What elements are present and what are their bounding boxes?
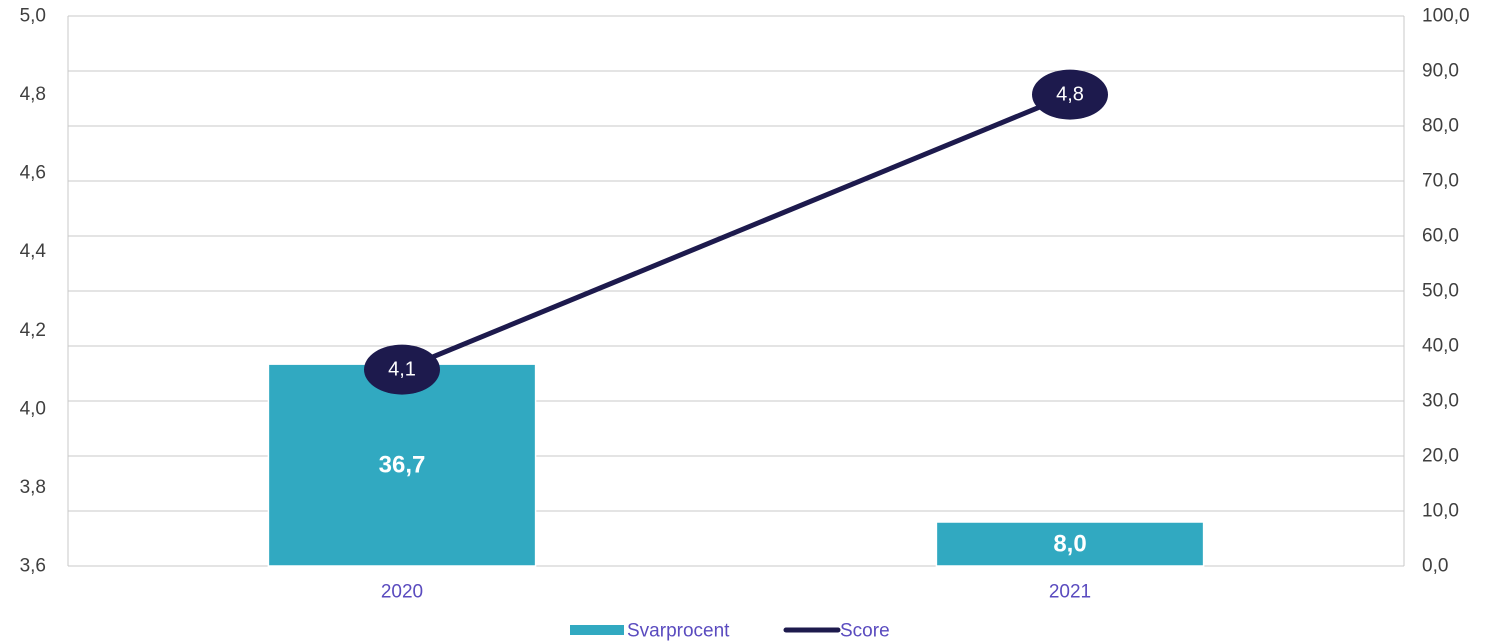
right-tick-label: 90,0 bbox=[1422, 61, 1459, 82]
right-tick-label: 50,0 bbox=[1422, 281, 1459, 302]
legend-label-svarprocent: Svarprocent bbox=[627, 621, 730, 641]
score-line bbox=[401, 92, 1071, 372]
category-label: 2020 bbox=[381, 582, 423, 603]
right-tick-label: 60,0 bbox=[1422, 226, 1459, 247]
left-tick-label: 5,0 bbox=[20, 6, 46, 27]
legend-swatch-svarprocent bbox=[570, 625, 624, 635]
right-tick-label: 0,0 bbox=[1422, 556, 1448, 577]
left-tick-label: 4,4 bbox=[20, 241, 47, 262]
right-tick-label: 30,0 bbox=[1422, 391, 1459, 412]
right-tick-label: 80,0 bbox=[1422, 116, 1459, 137]
legend-label-score: Score bbox=[840, 621, 890, 641]
bar-data-label: 8,0 bbox=[1053, 531, 1086, 558]
right-tick-label: 70,0 bbox=[1422, 171, 1459, 192]
line-series-score: 4,1 4,8 bbox=[364, 69, 1108, 395]
point-marker bbox=[1032, 69, 1108, 120]
left-tick-label: 4,8 bbox=[20, 84, 46, 105]
bar-data-label: 36,7 bbox=[379, 452, 426, 479]
right-tick-label: 100,0 bbox=[1422, 6, 1470, 27]
bar-series-svarprocent: 36,7 8,0 bbox=[267, 363, 1205, 567]
left-tick-label: 3,8 bbox=[20, 477, 46, 498]
right-axis-tick-labels: 0,0 10,0 20,0 30,0 40,0 50,0 60,0 70,0 80,0 90,0 1… bbox=[1422, 6, 1470, 577]
point-data-label: 4,1 bbox=[388, 359, 416, 381]
left-tick-label: 4,6 bbox=[20, 163, 46, 184]
left-tick-label: 4,2 bbox=[20, 320, 46, 341]
point-marker bbox=[364, 344, 440, 395]
right-tick-label: 20,0 bbox=[1422, 446, 1459, 467]
left-tick-label: 3,6 bbox=[20, 556, 46, 577]
legend: Svarprocent Score bbox=[570, 621, 890, 641]
category-axis-labels: 2020 2021 bbox=[381, 582, 1091, 603]
left-tick-label: 4,0 bbox=[20, 398, 46, 419]
right-tick-label: 40,0 bbox=[1422, 336, 1459, 357]
right-tick-label: 10,0 bbox=[1422, 501, 1459, 522]
bar bbox=[935, 521, 1205, 567]
bar bbox=[267, 363, 537, 567]
left-axis-tick-labels: 3,6 3,8 4,0 4,2 4,4 4,6 4,8 5,0 bbox=[20, 6, 47, 577]
category-label: 2021 bbox=[1049, 582, 1091, 603]
point-data-label: 4,8 bbox=[1056, 84, 1084, 106]
